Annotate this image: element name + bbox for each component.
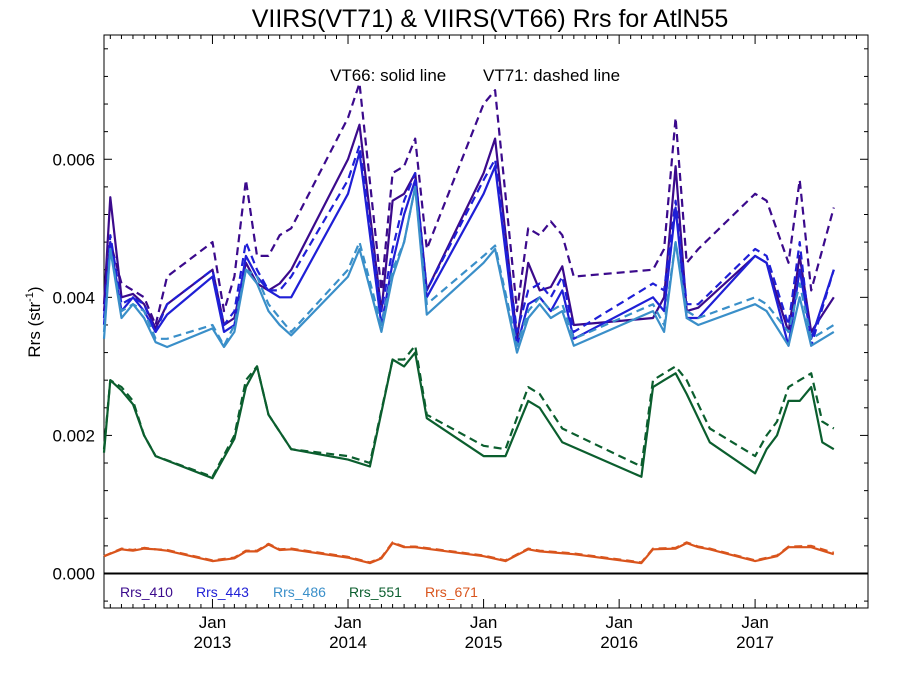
y-axis-label: Rrs (str-1) (24, 286, 44, 357)
series-rrs-551-vt71-dashed (102, 344, 835, 478)
y-tick-label: 0.002 (52, 426, 95, 445)
x-tick-label-year: 2017 (736, 633, 774, 652)
x-tick-label-year: 2013 (194, 633, 232, 652)
chart-title: VIIRS(VT71) & VIIRS(VT66) Rrs for AtlN55 (252, 5, 729, 33)
y-axis: 0.000 0.002 0.004 0.006 (52, 48, 868, 602)
legend-item-rrs-551: Rrs_551 (349, 584, 402, 600)
y-axis-label-close: ) (25, 286, 44, 292)
annotation-solid: VT66: solid line (330, 66, 446, 85)
y-tick-label: 0.000 (52, 564, 95, 583)
legend-item-rrs-671: Rrs_671 (425, 584, 478, 600)
annotation-dashed: VT71: dashed line (483, 66, 620, 85)
y-tick-label: 0.004 (52, 288, 95, 307)
y-axis-label-main: Rrs (str (25, 302, 44, 358)
legend-item-rrs-443: Rrs_443 (196, 584, 249, 600)
legend-item-rrs-486: Rrs_486 (273, 584, 326, 600)
x-tick-label-year: 2016 (600, 633, 638, 652)
series-lines (102, 82, 835, 565)
x-tick-label-year: 2014 (329, 633, 367, 652)
x-tick-label-year: 2015 (465, 633, 503, 652)
y-axis-label-sup: -1 (24, 292, 36, 302)
series-rrs-671-vt66-solid (103, 541, 835, 565)
series-rrs-551-vt66-solid (102, 351, 835, 480)
x-tick-label-month: Jan (199, 613, 226, 632)
legend: Rrs_410 Rrs_443 Rrs_486 Rrs_551 Rrs_671 (120, 584, 478, 600)
legend-item-rrs-410: Rrs_410 (120, 584, 173, 600)
x-tick-label-month: Jan (334, 613, 361, 632)
series-rrs-443-vt71-dashed (102, 144, 835, 347)
x-tick-label-month: Jan (470, 613, 497, 632)
series-rrs-410-vt71-dashed (102, 82, 835, 327)
series-rrs-486-vt66-solid (102, 185, 835, 354)
plot-frame (103, 34, 869, 609)
series-rrs-410-vt66-solid (102, 123, 835, 340)
series-rrs-443-vt66-solid (102, 151, 835, 347)
y-tick-label: 0.006 (52, 150, 95, 169)
x-tick-label-month: Jan (605, 613, 632, 632)
x-tick-label-month: Jan (741, 613, 768, 632)
